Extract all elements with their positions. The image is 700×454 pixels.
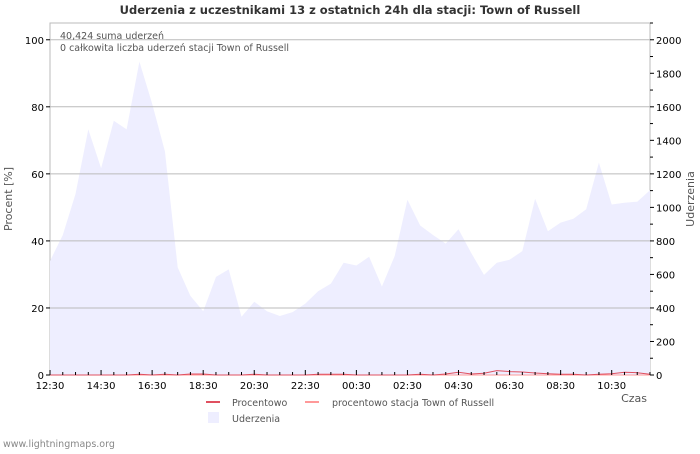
- y-axis-right-label: Uderzenia: [684, 171, 697, 227]
- y-axis-label: Procent [%]: [2, 167, 15, 231]
- y-right-tick-label: 400: [656, 304, 675, 315]
- y-right-tick-label: 0: [656, 371, 662, 382]
- y-right-tick-label: 600: [656, 270, 675, 281]
- legend-label-station: procentowo stacja Town of Russell: [332, 398, 494, 409]
- y-right-tick-label: 800: [656, 237, 675, 248]
- series-line-procentowo: [50, 370, 651, 376]
- annotation-total: 40,424 suma uderzeń: [60, 31, 164, 42]
- x-tick-label: 18:30: [189, 381, 218, 392]
- x-tick-label: 04:30: [444, 381, 473, 392]
- y-tick-label: 80: [31, 103, 44, 114]
- x-axis-label: Czas: [621, 392, 647, 405]
- chart-title: Uderzenia z uczestnikami 13 z ostatnich …: [120, 3, 581, 17]
- x-tick-label: 14:30: [87, 381, 116, 392]
- y-right-tick-label: 200: [656, 337, 675, 348]
- y-tick-label: 20: [31, 304, 44, 315]
- series-area-uderzenia: [50, 61, 650, 375]
- y-tick-label: 100: [25, 36, 44, 47]
- legend-label-uderzenia: Uderzenia: [232, 414, 280, 425]
- y-tick-label: 40: [31, 237, 44, 248]
- annotation-station: 0 całkowita liczba uderzeń stacji Town o…: [60, 43, 289, 54]
- x-tick-label: 06:30: [495, 381, 524, 392]
- x-tick-label: 02:30: [393, 381, 422, 392]
- y-right-tick-label: 1800: [656, 69, 681, 80]
- x-tick-label: 20:30: [240, 381, 269, 392]
- x-tick-label: 00:30: [342, 381, 371, 392]
- x-tick-label: 10:30: [597, 381, 626, 392]
- legend-swatch-uderzenia: [208, 412, 219, 423]
- y-right-tick-label: 1000: [656, 203, 681, 214]
- x-tick-label: 08:30: [546, 381, 575, 392]
- y-right-tick-label: 1600: [656, 103, 681, 114]
- footer-link[interactable]: www.lightningmaps.org: [3, 439, 115, 450]
- legend: Procentowo procentowo stacja Town of Rus…: [206, 398, 494, 425]
- y-right-tick-label: 2000: [656, 36, 681, 47]
- y-tick-label: 60: [31, 170, 44, 181]
- legend-label-procentowo: Procentowo: [232, 398, 287, 409]
- x-tick-label: 22:30: [291, 381, 320, 392]
- y-tick-label: 0: [38, 371, 44, 382]
- x-tick-label: 16:30: [138, 381, 167, 392]
- y-right-tick-label: 1200: [656, 170, 681, 181]
- x-tick-label: 12:30: [36, 381, 65, 392]
- y-right-tick-label: 1400: [656, 136, 681, 147]
